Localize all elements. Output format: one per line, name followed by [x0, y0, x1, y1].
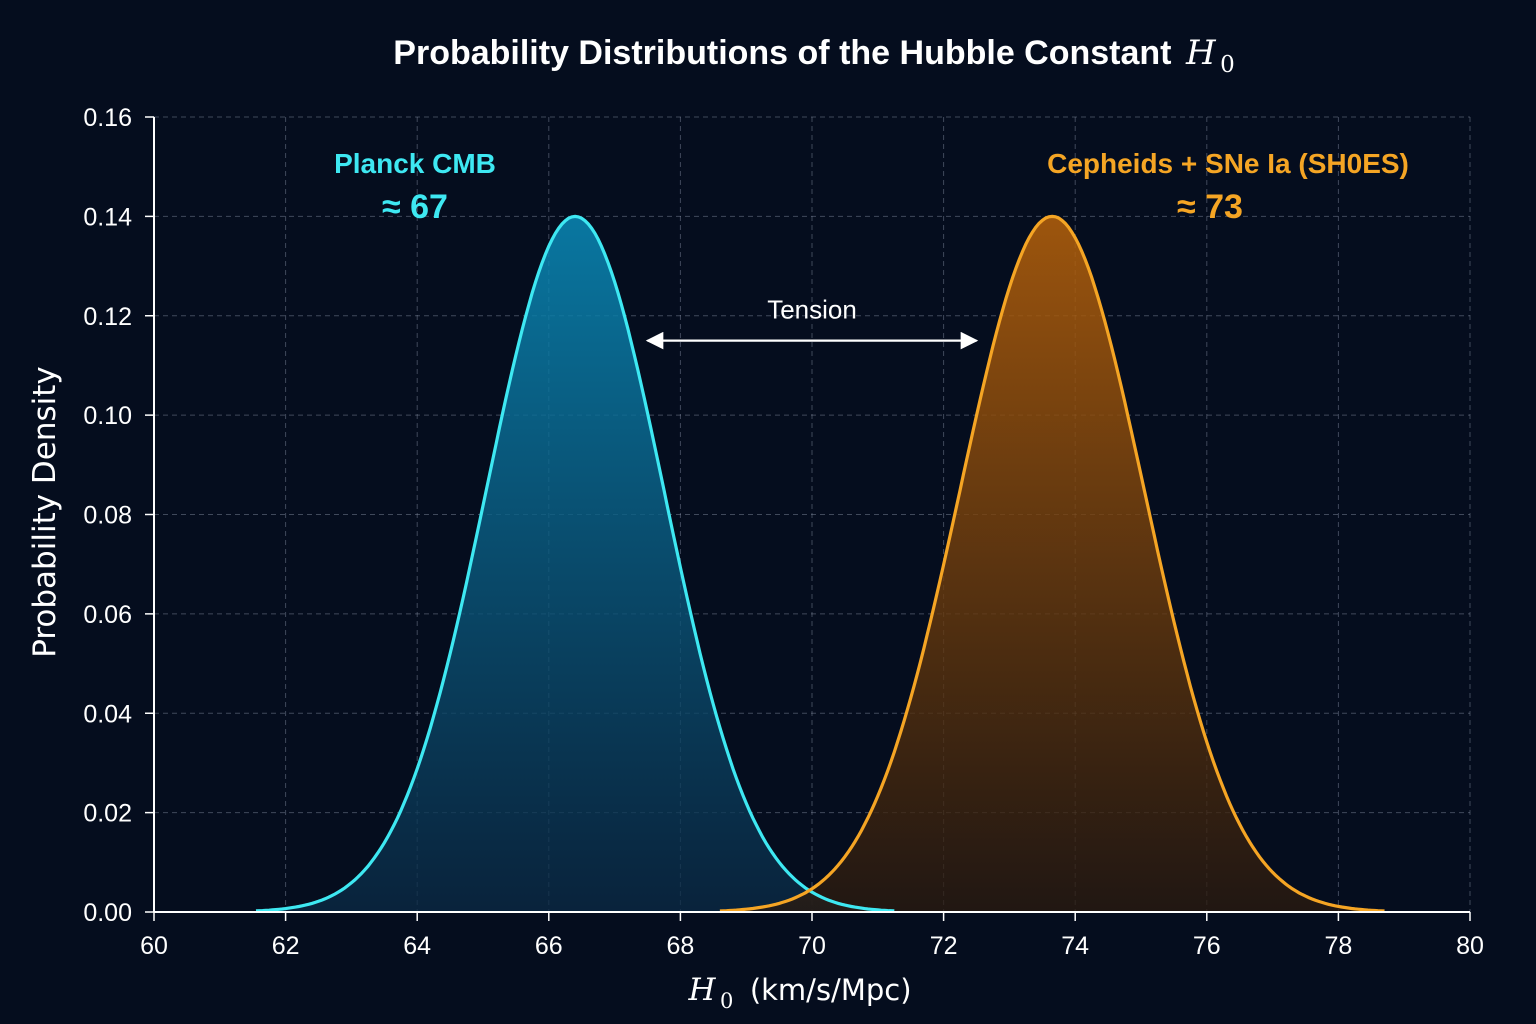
x-tick-label: 60 — [140, 932, 168, 960]
y-tick-label: 0.12 — [83, 303, 132, 331]
x-tick-label: 74 — [1061, 932, 1089, 960]
x-tick-label: 76 — [1193, 932, 1221, 960]
x-tick-labels: 60 62 64 66 68 70 72 74 76 78 80 — [140, 932, 1484, 960]
tension-annotation: Tension — [645, 295, 979, 350]
planck-series-label: Planck CMB — [334, 148, 496, 179]
planck-series-value: ≈ 67 — [382, 188, 448, 226]
x-tick-label: 62 — [272, 932, 300, 960]
planck-area — [256, 216, 895, 912]
chart-title: Probability Distributions of the Hubble … — [393, 33, 1234, 78]
y-tick-label: 0.06 — [83, 601, 132, 629]
y-axis-label: Probability Density — [27, 366, 63, 658]
shoes-area — [719, 216, 1385, 912]
y-tick-labels: 0.00 0.02 0.04 0.06 0.08 0.10 0.12 0.14 0.16 — [83, 104, 132, 927]
y-tick-label: 0.14 — [83, 203, 132, 231]
x-tick-label: 70 — [798, 932, 826, 960]
x-tick-label: 66 — [535, 932, 563, 960]
x-tick-label: 64 — [403, 932, 431, 960]
tension-label: Tension — [767, 295, 857, 325]
x-axis-label: H 0 (km/s/Mpc) — [687, 972, 911, 1013]
x-tick-label: 72 — [930, 932, 958, 960]
planck-curve — [255, 214, 895, 913]
x-tick-label: 80 — [1456, 932, 1484, 960]
y-tick-label: 0.04 — [83, 700, 132, 728]
shoes-series-label: Cepheids + SNe Ia (SH0ES) — [1047, 148, 1409, 179]
y-tick-label: 0.00 — [83, 899, 132, 927]
shoes-curve — [719, 214, 1385, 913]
axes — [145, 116, 1471, 921]
y-tick-label: 0.08 — [83, 502, 132, 530]
x-tick-label: 68 — [666, 932, 694, 960]
distribution-areas — [256, 216, 1385, 912]
shoes-series-value: ≈ 73 — [1177, 188, 1243, 226]
x-tick-label: 78 — [1324, 932, 1352, 960]
distribution-lines — [255, 214, 1385, 913]
y-tick-label: 0.10 — [83, 402, 132, 430]
y-tick-label: 0.02 — [83, 800, 132, 828]
y-tick-label: 0.16 — [83, 104, 132, 132]
grid — [154, 116, 1471, 912]
